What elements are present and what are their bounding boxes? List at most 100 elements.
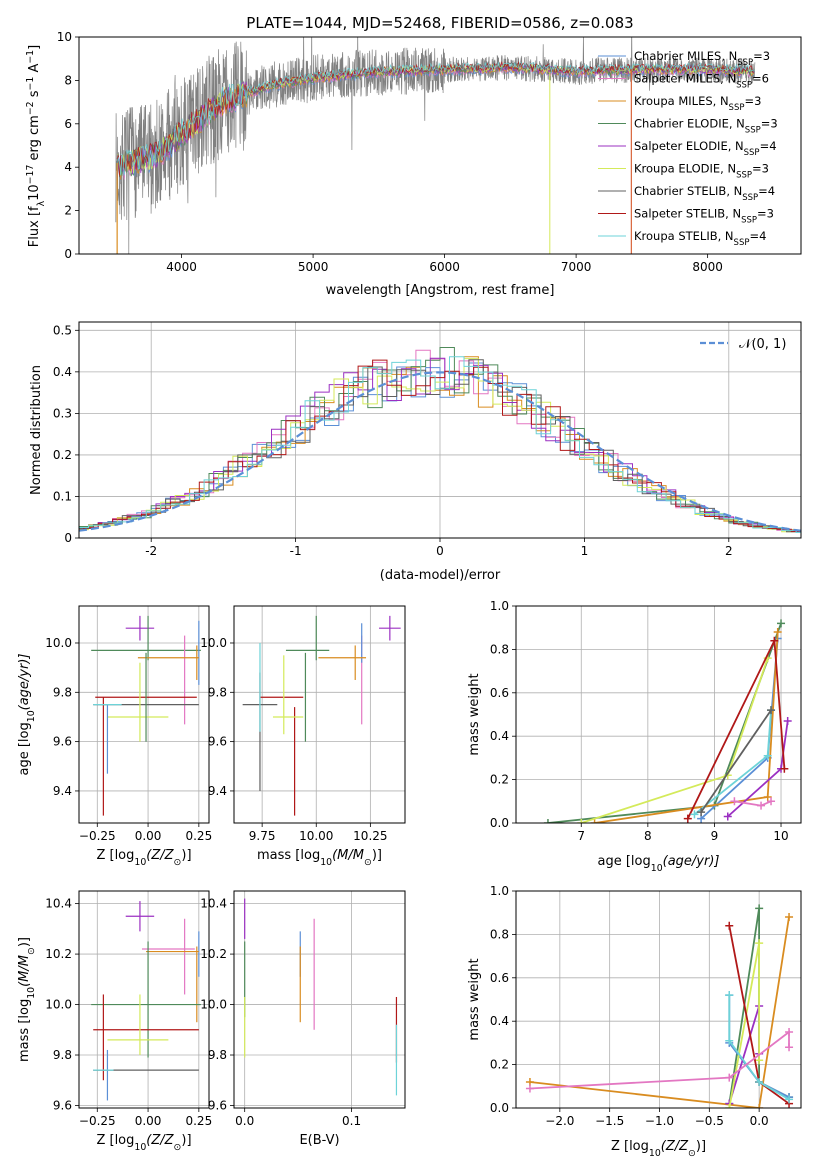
weight-marker: [725, 1036, 734, 1045]
weight-marker: [783, 717, 792, 726]
plot-area: [79, 347, 801, 534]
y-tick-label: 9.6: [53, 735, 72, 749]
weight-marker: [773, 628, 782, 637]
plot-area: [525, 904, 794, 1108]
y-tick-label: 9.8: [208, 685, 227, 699]
plot-area: [242, 615, 401, 816]
y-tick-label: 0.3: [53, 406, 72, 420]
legend-label: Salpeter STELIB, NSSP=3: [634, 207, 774, 226]
y-tick-label: 10.0: [200, 636, 227, 650]
axes-frame: [515, 605, 802, 824]
weight-marker: [725, 921, 734, 930]
x-tick-label: −0.5: [695, 1114, 724, 1128]
x-tick-label: −0.25: [79, 1114, 116, 1128]
weight-marker: [777, 619, 786, 628]
weight-marker: [785, 1028, 794, 1037]
weight-marker: [755, 1104, 764, 1108]
weight-vs-z-axes: −2.0 −1.5 −1.0 −0.5 0.0 0.0 0.2 0.4 0.6 0.8 1.0: [490, 884, 802, 1128]
axes-frame: [78, 890, 210, 1109]
axes-frame: [78, 321, 802, 539]
y-tick-label: 0.2: [490, 1058, 509, 1072]
plot-area: [115, 37, 756, 254]
weight-marker: [683, 814, 692, 823]
y-tick-label: 0.8: [490, 927, 509, 941]
x-tick-label: 0.0: [235, 1114, 254, 1128]
x-tick-label: 1: [581, 544, 589, 558]
weight-marker: [770, 636, 779, 645]
weight-marker: [723, 812, 732, 821]
weight-marker: [767, 706, 776, 715]
weight-marker: [767, 797, 776, 806]
legend: Chabrier MILES, NSSP=3 Salpeter MILES, NS…: [598, 49, 778, 248]
weight-line: [581, 657, 769, 823]
x-tick-label: 9.75: [249, 829, 276, 843]
x-tick-label: 0.1: [342, 1114, 361, 1128]
x-tick-label: -2: [145, 544, 157, 558]
legend-label: Kroupa ELODIE, NSSP=3: [634, 162, 769, 181]
x-tick-label: −1.0: [645, 1114, 674, 1128]
y-tick-label: 9.6: [208, 735, 227, 749]
legend-label: Salpeter MILES, NSSP=6: [634, 72, 769, 91]
axes-frame: [233, 605, 406, 824]
weight-marker: [763, 792, 772, 801]
weight-marker: [590, 819, 599, 823]
weight-marker: [725, 1073, 734, 1082]
y-tick-label: 0.4: [490, 729, 509, 743]
weight-marker: [690, 810, 699, 819]
y-tick-label: 0.0: [490, 816, 509, 830]
normal-curve: [79, 371, 801, 532]
y-tick-label: 2: [64, 204, 72, 218]
y-tick-label: 0.4: [53, 365, 72, 379]
y-tick-label: 0.6: [490, 686, 509, 700]
weight-line: [594, 631, 779, 823]
axes-frame: [78, 605, 210, 824]
x-axis-label: Z [log10(Z/Z⊙)]: [96, 1133, 191, 1153]
weight-marker: [785, 913, 794, 922]
weight-marker: [755, 1077, 764, 1086]
x-tick-label: 0.00: [135, 1114, 162, 1128]
x-tick-label: 0: [436, 544, 444, 558]
y-tick-label: 10.4: [45, 897, 72, 911]
y-tick-label: 0: [64, 247, 72, 261]
y-tick-label: 0: [64, 531, 72, 545]
spectrum-axes: 4000 5000 6000 7000 8000 0 2 4 6 8 10: [57, 30, 802, 274]
x-tick-label: 0.00: [135, 829, 162, 843]
x-axis-label: Z [log10(Z/Z⊙)]: [611, 1139, 706, 1159]
x-tick-label: −0.25: [79, 829, 116, 843]
y-tick-label: 9.4: [208, 784, 227, 798]
y-tick-label: 9.6: [53, 1098, 72, 1112]
y-tick-label: 10.2: [200, 947, 227, 961]
weight-marker: [725, 1104, 734, 1108]
x-axis-label: E(B-V): [299, 1133, 339, 1148]
weight-vs-age-axes: 7 8 9 10 0.0 0.2 0.4 0.6 0.8 1.0: [490, 599, 802, 843]
x-tick-label: 10.00: [299, 829, 333, 843]
y-axis-label: mass weight: [467, 673, 482, 755]
weight-marker: [755, 939, 764, 948]
x-axis-label: Z [log10(Z/Z⊙)]: [96, 848, 191, 868]
weight-marker: [697, 808, 706, 817]
weight-line: [728, 995, 790, 1101]
mass-vs-z-axes: −0.25 0.00 0.25 9.6 9.8 10.0 10.2 10.4: [45, 890, 212, 1128]
y-tick-label: 9.6: [208, 1098, 227, 1112]
weight-marker: [757, 801, 766, 810]
weight-line: [700, 709, 772, 813]
y-tick-label: 4: [64, 160, 72, 174]
legend-label: Chabrier ELODIE, NSSP=3: [634, 117, 778, 136]
y-tick-label: 6: [64, 117, 72, 131]
residual-histogram: [79, 356, 801, 533]
y-tick-label: 0.8: [490, 642, 509, 656]
legend-label: Chabrier STELIB, NSSP=4: [634, 184, 775, 203]
y-tick-label: 0.4: [490, 1014, 509, 1028]
y-tick-label: 9.8: [53, 685, 72, 699]
x-tick-label: 9: [711, 829, 719, 843]
axes-frame: [233, 890, 406, 1109]
x-tick-label: 6000: [429, 260, 460, 274]
y-tick-label: 0.0: [490, 1101, 509, 1115]
y-tick-label: 1.0: [490, 884, 509, 898]
legend-label: Salpeter ELODIE, NSSP=4: [634, 139, 777, 158]
x-tick-label: 0.0: [750, 1114, 769, 1128]
y-tick-label: 10: [57, 30, 72, 44]
x-tick-label: 10.25: [353, 829, 387, 843]
weight-line: [529, 916, 790, 1108]
x-tick-label: 4000: [166, 260, 197, 274]
